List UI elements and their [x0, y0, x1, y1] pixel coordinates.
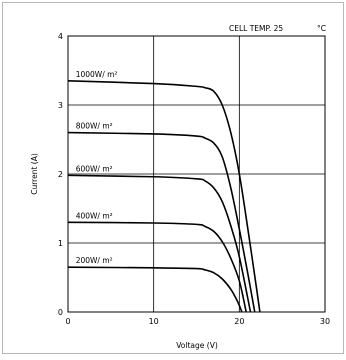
- y-tick-label: 1: [58, 239, 63, 248]
- series-lines: [67, 80, 261, 313]
- series-label-1: 800W/ m²: [76, 122, 113, 131]
- x-tick-label: 10: [149, 317, 159, 326]
- y-tick-label: 3: [58, 101, 63, 110]
- series-line-3: [67, 221, 247, 313]
- series-line-1: [67, 131, 256, 313]
- y-tick-label: 2: [58, 170, 63, 179]
- series-labels: 1000W/ m² 800W/ m² 600W/ m² 400W/ m² 200W/ m…: [76, 70, 118, 265]
- x-axis-title: Voltage (V): [176, 341, 218, 350]
- series-line-4: [67, 266, 243, 313]
- series-label-0: 1000W/ m²: [76, 70, 118, 79]
- series-label-2: 600W/ m²: [76, 164, 113, 173]
- x-tick-label: 0: [65, 317, 70, 326]
- cell-temp-unit: °C: [317, 24, 326, 33]
- series-label-3: 400W/ m²: [76, 211, 113, 220]
- y-axis-title: Current (A): [30, 153, 39, 195]
- series-label-4: 200W/ m²: [76, 256, 113, 265]
- series-line-0: [67, 80, 261, 313]
- y-tick-label: 0: [58, 308, 63, 317]
- x-tick-label: 20: [234, 317, 244, 326]
- x-tick-label: 30: [320, 317, 330, 326]
- plot-border: [67, 35, 326, 313]
- tick-labels: 0 10 20 30 0 1 2 3 4: [58, 32, 330, 326]
- cell-temp-annotation: CELL TEMP. 25: [229, 24, 283, 33]
- series-line-2: [67, 174, 252, 313]
- y-tick-label: 4: [58, 32, 63, 41]
